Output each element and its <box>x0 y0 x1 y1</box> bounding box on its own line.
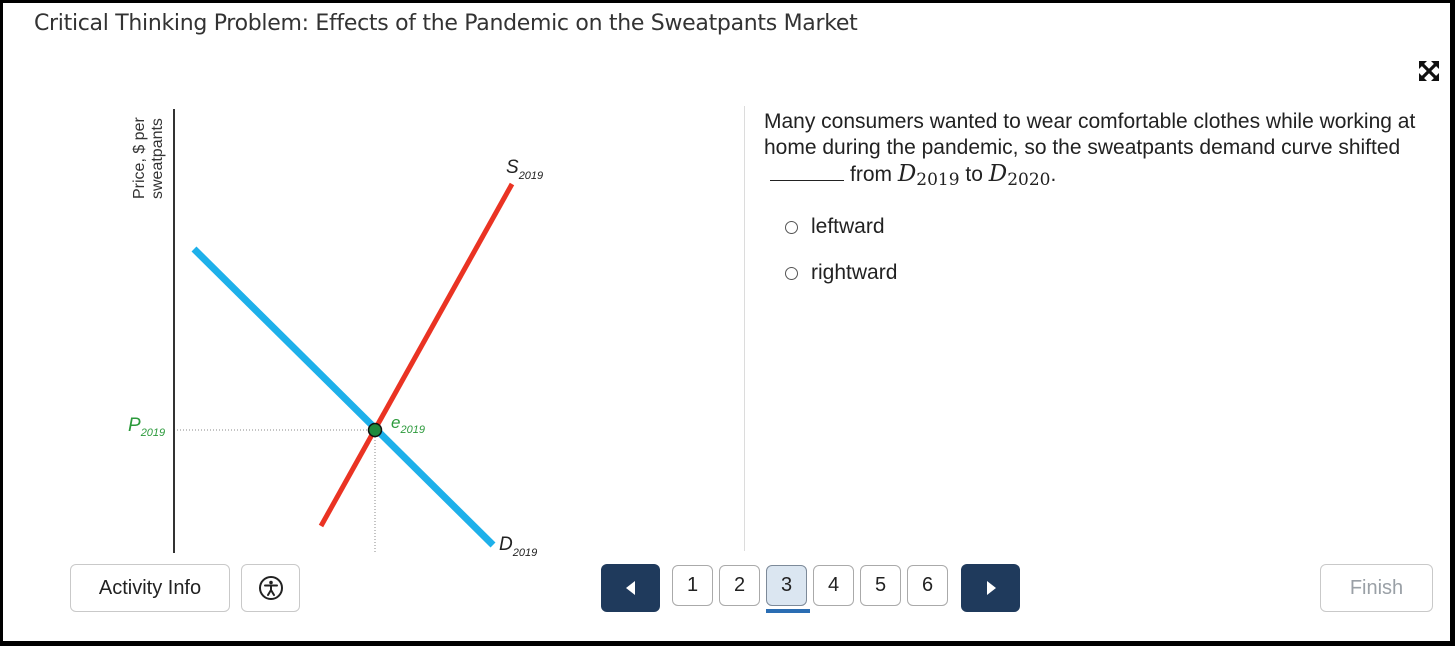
page-title: Critical Thinking Problem: Effects of th… <box>34 11 858 36</box>
page-button-2[interactable]: 2 <box>719 565 760 606</box>
demand-curve-d2019 <box>191 246 496 548</box>
answer-blank <box>770 162 844 181</box>
y-axis-label-line2: sweatpants <box>149 118 166 199</box>
radio-leftward[interactable] <box>785 220 798 234</box>
question-text: Many consumers wanted to wear comfortabl… <box>764 110 1416 190</box>
math-d2019: D2019 <box>897 161 960 190</box>
equilibrium-point <box>367 422 383 438</box>
supply-label: S2019 <box>506 157 543 182</box>
triangle-left-icon <box>625 581 635 595</box>
option-leftward[interactable]: leftward <box>785 215 885 239</box>
price-label: P2019 <box>128 415 165 439</box>
math-d2020: D2020 <box>988 161 1051 190</box>
accessibility-button[interactable] <box>241 564 300 612</box>
supply-demand-graph: Price, $ per sweatpants S2019 D2019 P201… <box>128 109 543 559</box>
accessibility-icon <box>258 576 283 600</box>
supply-curve-s2019 <box>318 182 515 528</box>
demand-label: D2019 <box>499 534 537 559</box>
page-button-5[interactable]: 5 <box>860 565 901 606</box>
y-axis-label-line1: Price, $ per <box>131 117 148 199</box>
option-rightward[interactable]: rightward <box>785 261 897 285</box>
radio-rightward[interactable] <box>785 266 798 280</box>
next-page-button[interactable] <box>961 564 1020 612</box>
activity-info-button[interactable]: Activity Info <box>70 564 230 612</box>
equilibrium-label: e2019 <box>391 413 425 436</box>
page-button-3[interactable]: 3 <box>766 565 807 606</box>
finish-button[interactable]: Finish <box>1320 564 1433 612</box>
current-page-indicator <box>766 609 810 613</box>
expand-icon[interactable] <box>1416 58 1442 84</box>
previous-page-button[interactable] <box>601 564 660 612</box>
page-button-6[interactable]: 6 <box>907 565 948 606</box>
page-button-1[interactable]: 1 <box>672 565 713 606</box>
activity-frame: Critical Thinking Problem: Effects of th… <box>3 3 1450 641</box>
panel-divider <box>744 106 745 551</box>
page-button-4[interactable]: 4 <box>813 565 854 606</box>
triangle-right-icon <box>986 581 996 595</box>
